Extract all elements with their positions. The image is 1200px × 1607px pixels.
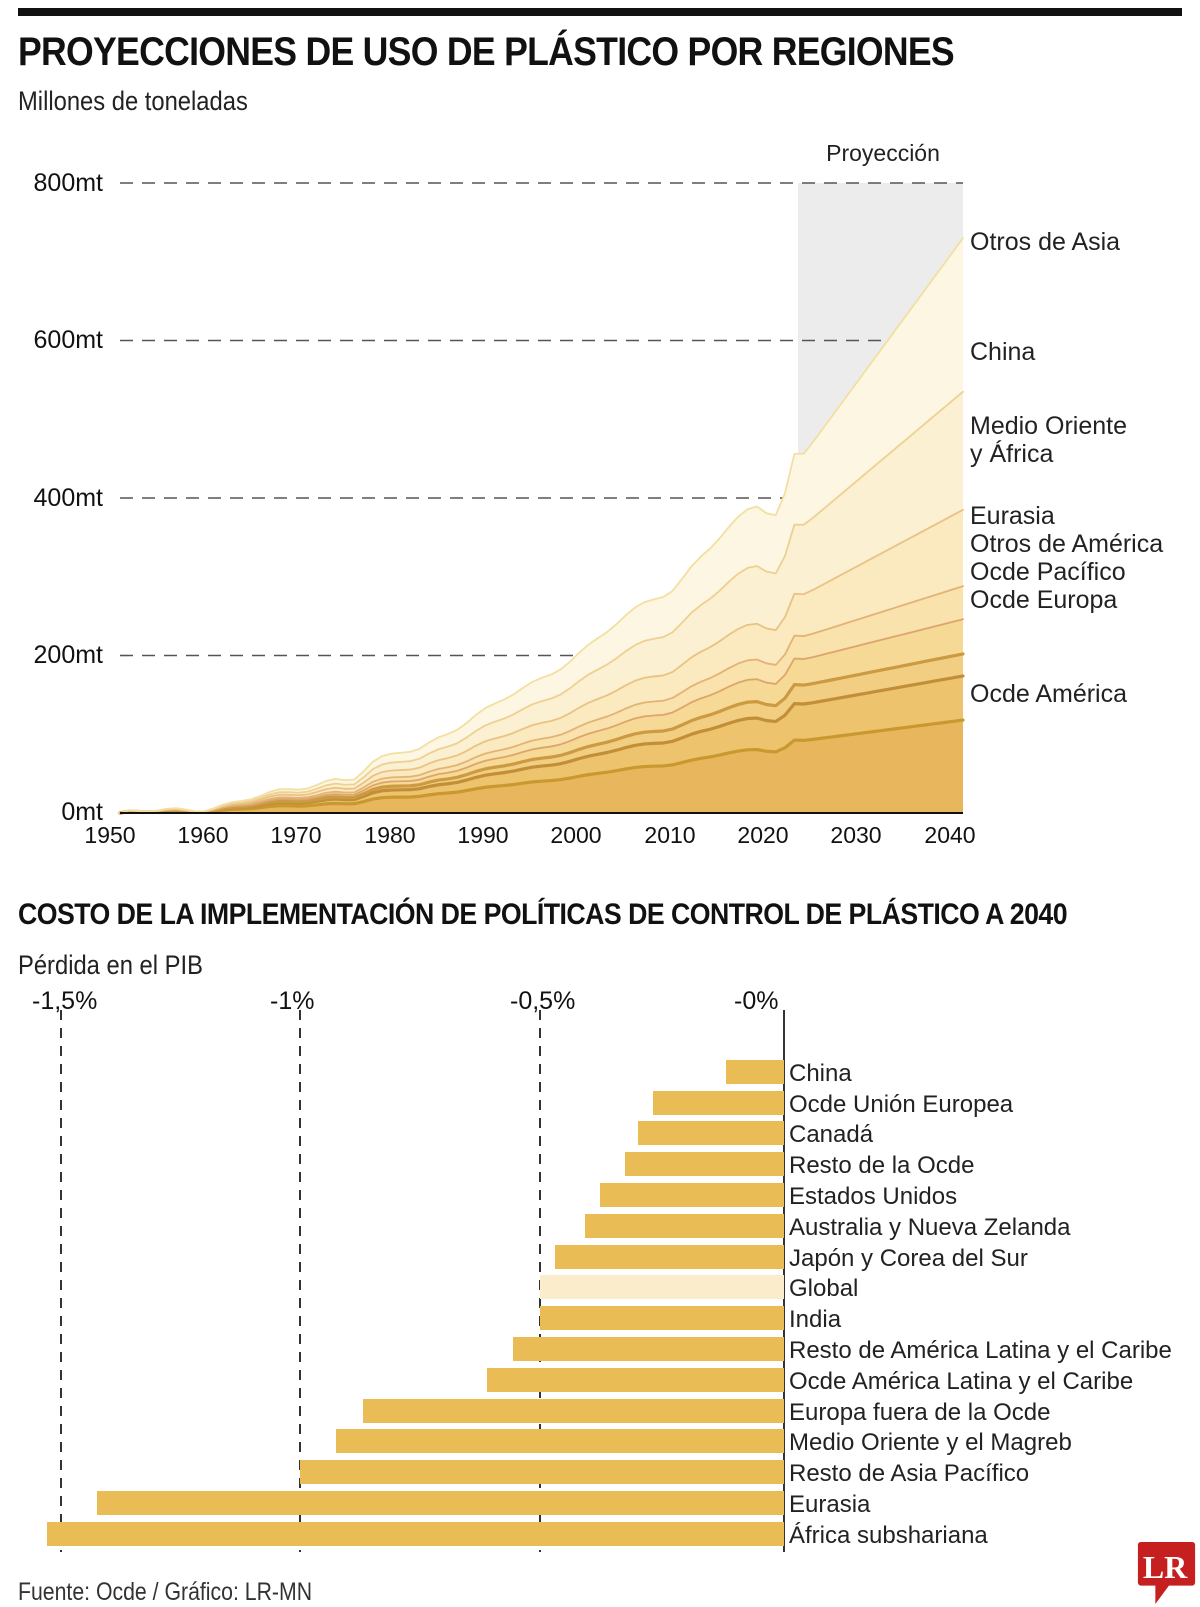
svg-text:LR: LR (1143, 1550, 1188, 1585)
